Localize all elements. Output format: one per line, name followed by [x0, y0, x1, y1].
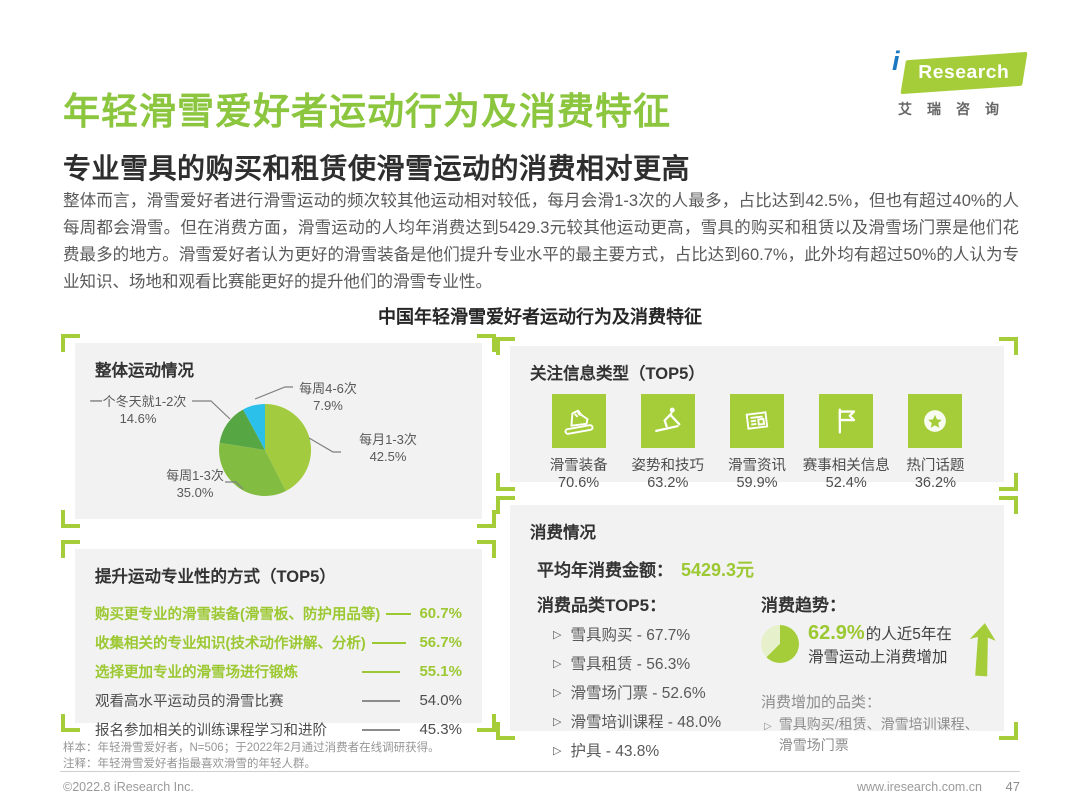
corner-bracket [999, 337, 1018, 355]
trend-heading: 消费趋势： [761, 596, 846, 615]
figure-title: 中国年轻滑雪爱好者运动行为及消费特征 [378, 307, 702, 327]
star-topic-icon [908, 394, 963, 448]
method-row: 报名参加相关的训练课程学习和进阶 45.3% [95, 721, 462, 739]
footnote-sample: 样本：年轻滑雪爱好者，N=506；于2022年2月通过消费者在线调研获得。 [63, 742, 440, 754]
trend-section: 消费趋势： 62.9%的人近5年在滑雪运动上消费增加 消费增加的品类： 雪具购买… [761, 591, 1004, 767]
page-number: 47 [1005, 779, 1020, 794]
average-spend-label: 平均年消费金额： [537, 561, 673, 580]
copyright-text: ©2022.8 iResearch Inc. [63, 780, 194, 794]
logo-wordmark: Research [918, 62, 1010, 83]
corner-bracket [61, 334, 80, 352]
footnotes: 样本：年轻滑雪爱好者，N=506；于2022年2月通过消费者在线调研获得。 注释… [63, 740, 440, 772]
trend-pie-icon [761, 625, 799, 663]
dash-line [362, 699, 400, 702]
box-title: 消费情况 [530, 524, 596, 542]
list-item: 护具 - 43.8% [553, 738, 761, 767]
logo-chinese-name: 艾瑞咨询 [898, 101, 1014, 117]
average-spend-line: 平均年消费金额： 5429.3元 [537, 556, 1004, 582]
website-url: www.iresearch.com.cn [856, 780, 982, 794]
increase-categories-item: 雪具购买/租赁、滑雪培训课程、滑雪场门票 [761, 714, 981, 756]
corner-bracket [496, 722, 515, 740]
info-item: 姿势和技巧 63.2% [623, 394, 712, 491]
info-item: 滑雪装备 70.6% [534, 394, 623, 491]
info-types-box: 关注信息类型（TOP5） 滑雪装备 70.6% [496, 337, 1018, 491]
footnote-note: 注释：年轻滑雪爱好者指最喜欢滑雪的年轻人群。 [63, 758, 316, 770]
list-item: 雪具租赁 - 56.3% [553, 651, 761, 680]
dash-line [386, 612, 412, 615]
pie-label: 每周4-6次 7.9% [299, 381, 357, 413]
intro-paragraph: 整体而言，滑雪爱好者进行滑雪运动的频次较其他运动相对较低，每月会滑1-3次的人最… [63, 192, 1019, 291]
box-title: 关注信息类型（TOP5） [530, 365, 705, 383]
info-item: 赛事相关信息 52.4% [802, 394, 891, 491]
corner-bracket [477, 510, 496, 528]
page-subtitle: 专业雪具的购买和租赁使滑雪运动的消费相对更高 [63, 153, 691, 185]
method-row: 选择更加专业的滑雪场进行锻炼 55.1% [95, 663, 462, 681]
up-arrow-icon [969, 623, 996, 677]
method-row: 观看高水平运动员的滑雪比赛 54.0% [95, 692, 462, 710]
average-spend-value: 5429.3元 [681, 560, 755, 580]
list-item: 滑雪培训课程 - 48.0% [553, 709, 761, 738]
box-title: 整体运动情况 [95, 362, 194, 380]
top5-categories: 消费品类TOP5： 雪具购买 - 67.7% 雪具租赁 - 56.3% 滑雪场门… [537, 591, 761, 767]
top5-heading: 消费品类TOP5： [537, 596, 667, 615]
dash-line [362, 728, 400, 731]
list-item: 雪具购买 - 67.7% [553, 622, 761, 651]
ski-equipment-icon [551, 394, 606, 448]
corner-bracket [477, 334, 496, 352]
improve-methods-box: 提升运动专业性的方式（TOP5） 购买更专业的滑雪装备(滑雪板、防护用品等) 6… [61, 540, 496, 739]
iresearch-logo: i Research 艾瑞咨询 [892, 46, 1028, 119]
footer-divider [60, 771, 1020, 772]
corner-bracket [61, 714, 80, 732]
info-icons-row: 滑雪装备 70.6% 姿势和技巧 63.2% [510, 384, 1004, 491]
logo-i-letter: i [892, 46, 900, 76]
corner-bracket [496, 473, 515, 491]
corner-bracket [999, 722, 1018, 740]
corner-bracket [61, 510, 80, 528]
method-row: 收集相关的专业知识(技术动作讲解、分析) 56.7% [95, 634, 462, 652]
method-row: 购买更专业的滑雪装备(滑雪板、防护用品等) 60.7% [95, 605, 462, 623]
pie-label: 每月1-3次 42.5% [359, 432, 417, 464]
corner-bracket [496, 496, 515, 514]
overall-activity-box: 整体运动情况 每周4-6次 7.9% 每月1-3次 42.5% 一个冬天就1-2… [61, 334, 496, 528]
news-icon [730, 394, 784, 448]
flag-icon [819, 394, 874, 448]
method-rows: 购买更专业的滑雪装备(滑雪板、防护用品等) 60.7% 收集相关的专业知识(技术… [75, 587, 482, 744]
trend-statement: 62.9%的人近5年在滑雪运动上消费增加 [808, 622, 952, 666]
corner-bracket [999, 473, 1018, 491]
pie-label: 每周1-3次 35.0% [166, 468, 224, 500]
consumption-box: 消费情况 平均年消费金额： 5429.3元 消费品类TOP5： 雪具购买 - 67… [496, 496, 1018, 760]
frequency-pie-chart [192, 386, 341, 497]
corner-bracket [496, 337, 515, 355]
corner-bracket [61, 540, 80, 558]
dash-line [371, 641, 406, 644]
info-item: 热门话题 36.2% [891, 394, 980, 491]
info-item: 滑雪资讯 59.9% [712, 394, 801, 491]
corner-bracket [999, 496, 1018, 514]
page-title: 年轻滑雪爱好者运动行为及消费特征 [63, 90, 671, 132]
list-item: 滑雪场门票 - 52.6% [553, 680, 761, 709]
trend-percent: 62.9% [808, 622, 865, 644]
dash-line [362, 670, 400, 673]
corner-bracket [477, 714, 496, 732]
logo-parallelogram: Research [900, 51, 1028, 95]
pie-label: 一个冬天就1-2次 14.6% [89, 394, 187, 426]
corner-bracket [477, 540, 496, 558]
increase-categories-label: 消费增加的品类： [761, 694, 882, 711]
skier-technique-icon [640, 394, 695, 448]
box-title: 提升运动专业性的方式（TOP5） [95, 568, 336, 586]
